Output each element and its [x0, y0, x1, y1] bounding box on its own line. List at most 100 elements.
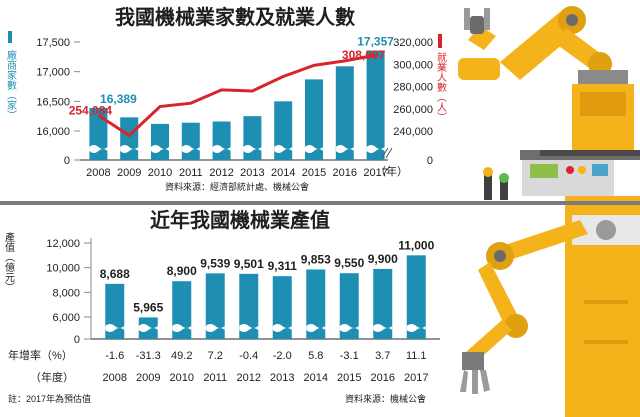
bottom-y-axis-label: 產值（億元）	[3, 231, 15, 292]
bottom-x-tick: 2008	[103, 372, 127, 384]
bottom-bar-break	[373, 324, 393, 332]
bottom-bar	[239, 273, 259, 339]
bottom-bar-label: 9,501	[234, 257, 264, 271]
top-left-tick: 0	[64, 155, 70, 167]
top-bar-break	[89, 145, 108, 153]
bottom-bar-break	[272, 324, 292, 332]
bottom-bar	[339, 273, 359, 339]
top-bar-label: 17,357	[357, 34, 394, 48]
top-left-tick: 17,500	[36, 37, 70, 49]
bottom-y-tick: 0	[74, 334, 80, 346]
top-chart: 我國機械業家數及就業人數 廠商家數（家） 就業人數（人） （年） 資料來源：經濟…	[5, 5, 447, 192]
bottom-bar-break	[239, 324, 259, 332]
top-bar	[181, 122, 200, 160]
bottom-bar	[205, 273, 225, 339]
right-axis-marker	[438, 34, 442, 48]
bottom-x-tick: 2009	[136, 372, 160, 384]
section-divider	[0, 201, 640, 205]
top-right-tick: 240,000	[393, 126, 433, 138]
growth-value: 49.2	[171, 350, 192, 362]
top-right-tick: 320,000	[393, 37, 433, 49]
bottom-bar-label: 9,550	[334, 256, 364, 270]
growth-value: 3.7	[375, 350, 390, 362]
bottom-bar-break	[138, 324, 158, 332]
year-label: （年度）	[30, 370, 74, 384]
top-bar	[120, 117, 139, 160]
top-x-unit: （年）	[375, 164, 408, 178]
top-bar	[335, 66, 354, 160]
top-bar	[366, 50, 385, 160]
bottom-bar-label: 8,688	[100, 267, 130, 281]
bottom-x-tick: 2014	[304, 372, 328, 384]
bottom-bar	[272, 276, 292, 339]
bottom-bar	[373, 268, 393, 339]
top-axis-break	[381, 147, 393, 159]
bottom-y-tick: 12,000	[46, 238, 80, 250]
top-left-tick: 16,500	[36, 96, 70, 108]
bottom-x-tick: 2013	[270, 372, 294, 384]
bottom-bar-label: 9,311	[268, 259, 298, 273]
top-x-tick: 2008	[86, 167, 110, 179]
top-line-series	[97, 53, 376, 138]
bottom-x-tick: 2016	[371, 372, 395, 384]
top-right-tick: 260,000	[393, 104, 433, 116]
top-bar-break	[274, 145, 293, 153]
top-line-label: 254,084	[69, 103, 113, 117]
top-bar	[243, 116, 262, 160]
top-line-label: 308,097	[342, 48, 386, 62]
top-left-tick: 16,000	[36, 126, 70, 138]
bottom-bar-label: 9,900	[368, 252, 398, 266]
bottom-bar-break	[205, 324, 225, 332]
bottom-x-tick: 2012	[237, 372, 261, 384]
growth-value: -1.6	[105, 350, 124, 362]
top-right-axis-label: 就業人數（人）	[435, 51, 447, 122]
bottom-bar-break	[406, 324, 426, 332]
top-x-tick: 2010	[148, 167, 172, 179]
growth-value: 11.1	[406, 350, 427, 362]
bottom-bar-break	[339, 324, 359, 332]
bottom-x-tick: 2017	[404, 372, 428, 384]
growth-value: -2.0	[273, 350, 292, 362]
top-bar-break	[181, 145, 200, 153]
growth-value: -0.4	[239, 350, 258, 362]
top-bar-break	[335, 145, 354, 153]
growth-value: -3.1	[340, 350, 359, 362]
top-x-tick: 2015	[302, 167, 326, 179]
top-x-tick: 2011	[179, 167, 203, 179]
bottom-chart: 近年我國機械業產值 產值（億元） 年增率（%） （年度） 註：2017年為預估值…	[3, 208, 440, 404]
bottom-x-tick: 2010	[170, 372, 194, 384]
bottom-bar-break	[105, 324, 125, 332]
top-right-tick: 280,000	[393, 82, 433, 94]
growth-label: 年增率（%）	[8, 348, 73, 362]
bottom-y-tick: 8,000	[52, 287, 80, 299]
top-x-tick: 2014	[271, 167, 295, 179]
growth-value: 5.8	[308, 350, 323, 362]
growth-value: -31.3	[136, 350, 161, 362]
top-source: 資料來源：經濟部統計處、機械公會	[165, 181, 309, 192]
top-bar-break	[212, 145, 231, 153]
bottom-bar-label: 5,965	[133, 300, 163, 314]
top-left-axis-label: 廠商家數（家）	[5, 49, 17, 120]
top-x-tick: 2016	[333, 167, 357, 179]
top-bar-break	[151, 145, 169, 153]
bottom-bar-label: 8,900	[167, 264, 197, 278]
top-right-tick: 0	[427, 155, 433, 167]
top-x-tick: 2017	[363, 167, 387, 179]
top-right-tick: 300,000	[393, 59, 433, 71]
bottom-bar-label: 11,000	[398, 238, 434, 252]
top-bar-break	[366, 145, 385, 153]
top-bar	[151, 123, 169, 160]
bottom-bar-break	[306, 324, 326, 332]
bottom-x-tick: 2011	[203, 372, 227, 384]
bottom-bar-label: 9,539	[200, 256, 230, 270]
top-chart-title: 我國機械業家數及就業人數	[115, 5, 355, 29]
top-x-tick: 2009	[117, 167, 141, 179]
bottom-note: 註：2017年為預估值	[8, 393, 91, 404]
top-bar-break	[243, 145, 262, 153]
bottom-x-tick: 2015	[337, 372, 361, 384]
left-axis-marker	[8, 31, 12, 43]
top-bar-break	[305, 145, 323, 153]
bottom-bar-break	[172, 324, 192, 332]
robot-illustration	[458, 6, 640, 417]
